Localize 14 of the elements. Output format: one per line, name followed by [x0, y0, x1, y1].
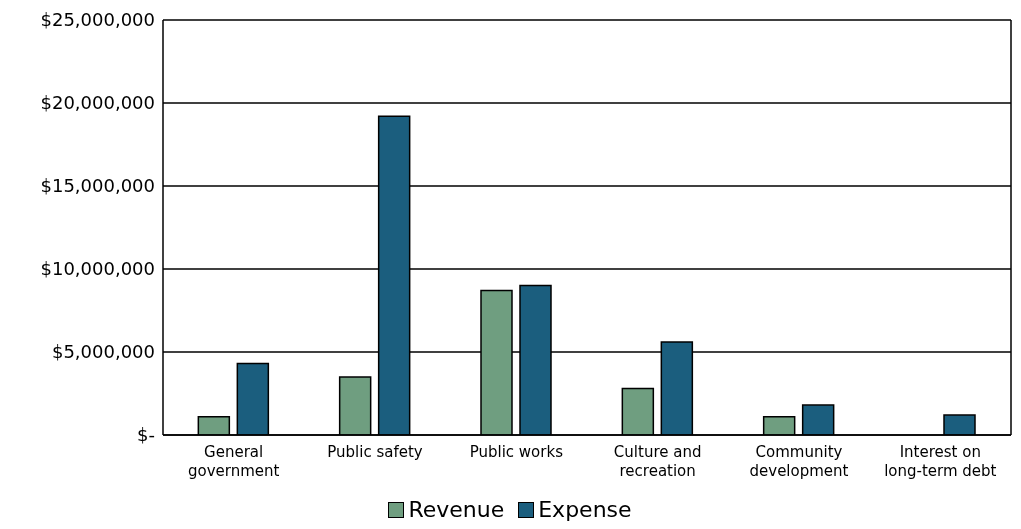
- x-tick-label: General government: [187, 443, 280, 480]
- y-tick-label: $20,000,000: [40, 92, 155, 114]
- y-tick-label: $25,000,000: [40, 9, 155, 31]
- x-tick-label: Public works: [469, 443, 564, 461]
- y-tick-label: $-: [137, 424, 155, 446]
- x-tick-label: Public safety: [327, 443, 423, 461]
- x-tick-label: Community development: [749, 443, 849, 480]
- legend-label: Revenue: [407, 497, 505, 522]
- y-tick-label: $10,000,000: [40, 258, 155, 280]
- x-tick-label: Interest on long-term debt: [884, 443, 997, 480]
- legend-label: Expense: [537, 497, 632, 522]
- y-tick-label: $15,000,000: [40, 175, 155, 197]
- x-tick-label: Culture and recreation: [613, 443, 702, 480]
- y-tick-label: $5,000,000: [51, 341, 155, 363]
